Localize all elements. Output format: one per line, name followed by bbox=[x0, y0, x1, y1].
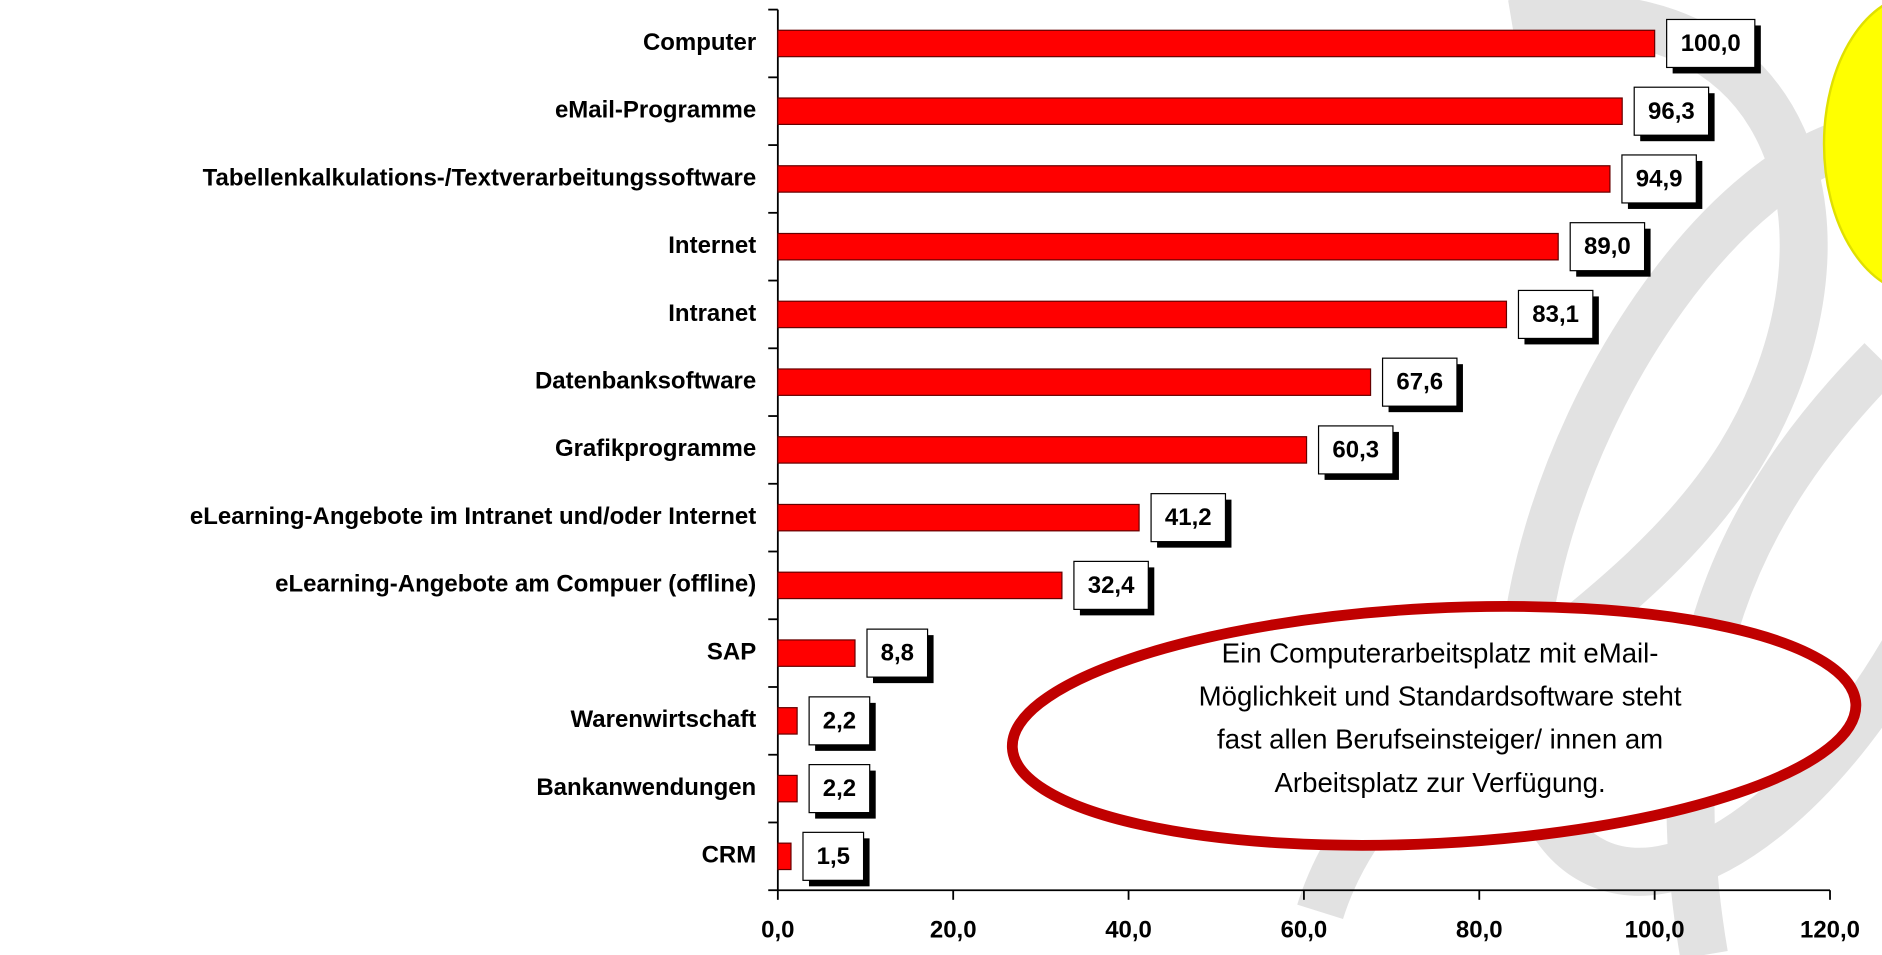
value-label: 89,0 bbox=[1584, 233, 1631, 260]
value-label: 2,2 bbox=[823, 707, 856, 734]
value-label-box bbox=[1621, 154, 1697, 204]
bar bbox=[777, 774, 798, 803]
bar bbox=[777, 165, 1611, 193]
bar bbox=[777, 571, 1063, 600]
bar bbox=[777, 842, 792, 871]
annotation-line: Arbeitsplatz zur Verfügung. bbox=[1275, 767, 1606, 798]
x-tick-label: 20,0 bbox=[930, 916, 977, 943]
category-label: Warenwirtschaft bbox=[571, 706, 757, 733]
annotation-line: fast allen Berufseinsteiger/ innen am bbox=[1217, 724, 1663, 755]
category-label: SAP bbox=[707, 638, 756, 665]
value-label: 2,2 bbox=[823, 775, 856, 802]
x-tick-label: 40,0 bbox=[1105, 916, 1152, 943]
value-label-box bbox=[1073, 560, 1149, 610]
value-label: 67,6 bbox=[1396, 369, 1443, 396]
annotation-ellipse bbox=[1006, 600, 1862, 851]
category-label: eMail-Programme bbox=[555, 97, 756, 124]
value-label: 1,5 bbox=[817, 843, 850, 870]
value-label-box bbox=[1150, 493, 1227, 543]
value-label: 94,9 bbox=[1636, 165, 1683, 192]
category-label: Computer bbox=[643, 29, 756, 56]
bar bbox=[777, 29, 1656, 58]
annotation-line: Ein Computerarbeitsplatz mit eMail- bbox=[1222, 637, 1659, 668]
value-label-box bbox=[1569, 222, 1646, 272]
bar bbox=[777, 503, 1140, 532]
category-label: Internet bbox=[668, 232, 756, 259]
value-label-box bbox=[1633, 86, 1710, 136]
category-label: Tabellenkalkulations-/Textverarbeitungss… bbox=[203, 164, 757, 191]
annotation-line: Möglichkeit und Standardsoftware steht bbox=[1199, 681, 1682, 712]
category-label: CRM bbox=[702, 842, 757, 869]
x-tick-label: 120,0 bbox=[1800, 916, 1860, 943]
value-label: 60,3 bbox=[1332, 436, 1379, 463]
x-tick-label: 80,0 bbox=[1456, 916, 1503, 943]
bar bbox=[777, 368, 1372, 396]
bar bbox=[777, 97, 1623, 126]
x-tick-label: 100,0 bbox=[1625, 916, 1685, 943]
x-tick-label: 0,0 bbox=[761, 916, 794, 943]
value-label: 41,2 bbox=[1165, 504, 1212, 531]
value-label: 96,3 bbox=[1648, 98, 1695, 125]
category-label: Intranet bbox=[668, 300, 756, 327]
bar bbox=[777, 639, 856, 667]
category-label: Datenbanksoftware bbox=[535, 368, 756, 395]
bar bbox=[777, 232, 1559, 261]
x-tick-label: 60,0 bbox=[1281, 916, 1328, 943]
value-label-box bbox=[808, 764, 871, 814]
value-label-box bbox=[866, 628, 929, 678]
value-label: 83,1 bbox=[1532, 301, 1579, 328]
value-label-box bbox=[808, 696, 871, 746]
highlight-blob bbox=[1822, 4, 1882, 284]
category-label: eLearning-Angebote im Intranet und/oder … bbox=[190, 503, 756, 530]
value-label-box bbox=[1666, 18, 1756, 69]
value-label: 8,8 bbox=[881, 640, 914, 667]
value-label: 32,4 bbox=[1088, 572, 1135, 599]
value-label: 100,0 bbox=[1681, 30, 1741, 57]
value-label-box bbox=[1517, 289, 1594, 340]
bar bbox=[777, 436, 1308, 464]
category-label: eLearning-Angebote am Compuer (offline) bbox=[275, 571, 756, 598]
bar bbox=[777, 707, 798, 735]
value-label-box bbox=[1381, 357, 1458, 407]
value-label-box bbox=[802, 831, 865, 881]
value-label-box bbox=[1317, 425, 1394, 475]
category-label: Bankanwendungen bbox=[536, 774, 756, 801]
category-label: Grafikprogramme bbox=[555, 435, 756, 462]
bar bbox=[777, 300, 1508, 329]
